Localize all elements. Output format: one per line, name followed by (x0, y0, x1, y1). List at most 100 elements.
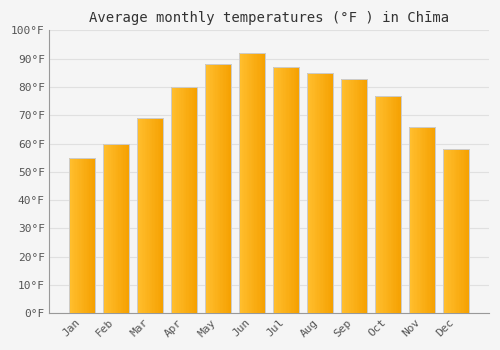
Bar (328, 73, 329, 313)
Bar (356, 78, 358, 313)
Bar (104, 144, 106, 313)
Bar (182, 87, 184, 313)
Bar (346, 78, 348, 313)
Bar (354, 78, 356, 313)
Bar (76, 158, 78, 313)
Bar (88, 158, 90, 313)
Bar (179, 87, 180, 313)
Bar (410, 127, 435, 313)
Bar (314, 73, 315, 313)
Bar (466, 149, 468, 313)
Bar (192, 87, 193, 313)
Bar (83, 158, 84, 313)
Bar (330, 73, 332, 313)
Bar (205, 64, 206, 313)
Bar (178, 87, 179, 313)
Bar (376, 96, 401, 313)
Bar (282, 67, 284, 313)
Bar (262, 53, 264, 313)
Bar (412, 127, 413, 313)
Bar (390, 96, 392, 313)
Bar (154, 118, 155, 313)
Bar (428, 127, 430, 313)
Bar (446, 149, 447, 313)
Bar (69, 158, 94, 313)
Bar (110, 144, 112, 313)
Bar (86, 158, 87, 313)
Bar (431, 127, 432, 313)
Bar (384, 96, 386, 313)
Bar (82, 158, 83, 313)
Bar (461, 149, 462, 313)
Bar (468, 149, 469, 313)
Bar (84, 158, 86, 313)
Bar (141, 118, 142, 313)
Bar (175, 87, 176, 313)
Bar (155, 118, 156, 313)
Bar (422, 127, 424, 313)
Bar (426, 127, 427, 313)
Bar (342, 78, 367, 313)
Bar (329, 73, 330, 313)
Bar (171, 87, 196, 313)
Bar (171, 87, 196, 313)
Bar (455, 149, 456, 313)
Bar (205, 64, 231, 313)
Bar (152, 118, 154, 313)
Bar (176, 87, 178, 313)
Bar (205, 64, 231, 313)
Bar (208, 64, 209, 313)
Bar (212, 64, 213, 313)
Bar (387, 96, 388, 313)
Bar (290, 67, 291, 313)
Bar (308, 73, 310, 313)
Bar (342, 78, 344, 313)
Bar (296, 67, 298, 313)
Bar (392, 96, 393, 313)
Bar (216, 64, 218, 313)
Bar (286, 67, 288, 313)
Bar (138, 118, 140, 313)
Bar (284, 67, 286, 313)
Bar (219, 64, 220, 313)
Bar (345, 78, 346, 313)
Bar (292, 67, 294, 313)
Bar (359, 78, 360, 313)
Bar (295, 67, 296, 313)
Bar (117, 144, 118, 313)
Bar (460, 149, 461, 313)
Bar (444, 149, 469, 313)
Bar (358, 78, 359, 313)
Bar (69, 158, 70, 313)
Bar (452, 149, 454, 313)
Bar (400, 96, 401, 313)
Bar (307, 73, 333, 313)
Bar (382, 96, 383, 313)
Bar (378, 96, 379, 313)
Bar (320, 73, 322, 313)
Bar (92, 158, 94, 313)
Bar (451, 149, 452, 313)
Bar (448, 149, 450, 313)
Bar (257, 53, 258, 313)
Bar (214, 64, 216, 313)
Bar (288, 67, 290, 313)
Bar (376, 96, 401, 313)
Bar (444, 149, 469, 313)
Bar (458, 149, 460, 313)
Bar (248, 53, 250, 313)
Bar (324, 73, 325, 313)
Bar (227, 64, 228, 313)
Bar (78, 158, 79, 313)
Bar (386, 96, 387, 313)
Bar (210, 64, 212, 313)
Bar (144, 118, 146, 313)
Bar (353, 78, 354, 313)
Bar (223, 64, 224, 313)
Bar (224, 64, 226, 313)
Bar (434, 127, 435, 313)
Bar (322, 73, 324, 313)
Bar (454, 149, 455, 313)
Bar (364, 78, 366, 313)
Bar (344, 78, 345, 313)
